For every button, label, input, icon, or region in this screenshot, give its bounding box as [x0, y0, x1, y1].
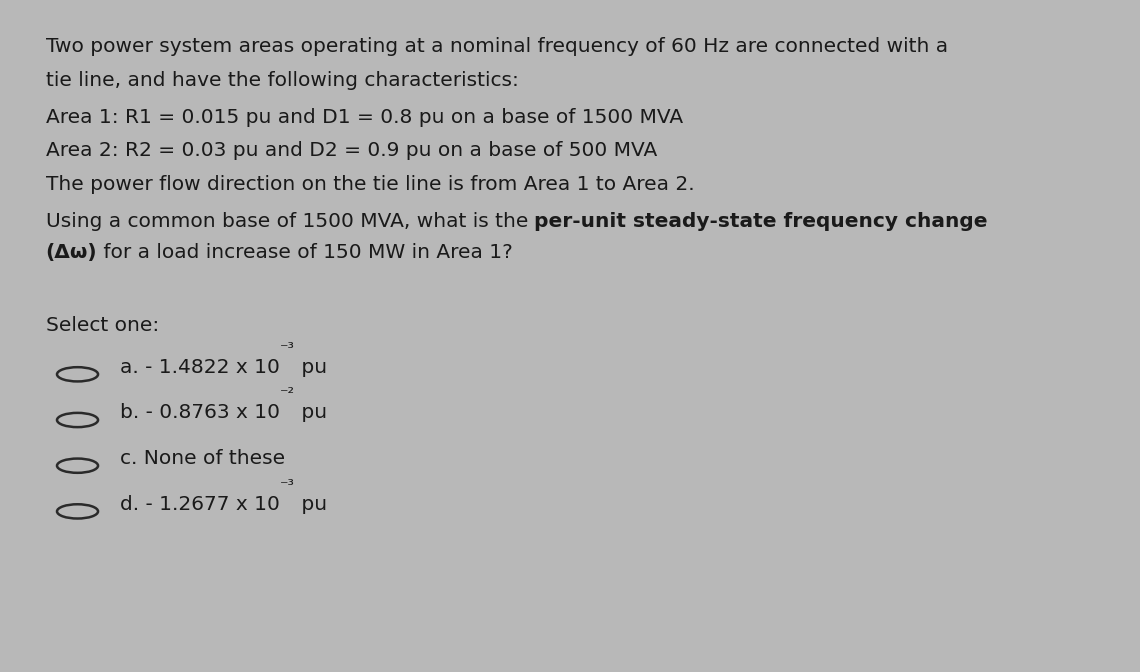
- Text: a. - 1.4822 x 10: a. - 1.4822 x 10: [120, 358, 279, 376]
- Text: d. - 1.2677 x 10: d. - 1.2677 x 10: [120, 495, 279, 513]
- Text: c. None of these: c. None of these: [120, 449, 285, 468]
- Text: Using a common base of 1500 MVA, what is the: Using a common base of 1500 MVA, what is…: [46, 212, 535, 230]
- Text: per-unit steady-state frequency change: per-unit steady-state frequency change: [535, 212, 988, 230]
- Text: b. - 0.8763 x 10: b. - 0.8763 x 10: [120, 403, 279, 422]
- Text: Two power system areas operating at a nominal frequency of 60 Hz are connected w: Two power system areas operating at a no…: [46, 37, 947, 56]
- Text: ⁻³: ⁻³: [279, 341, 294, 355]
- Text: Select one:: Select one:: [46, 316, 158, 335]
- Text: (Δω): (Δω): [46, 243, 97, 262]
- Text: Area 1: R1 = 0.015 pu and D1 = 0.8 pu on a base of 1500 MVA: Area 1: R1 = 0.015 pu and D1 = 0.8 pu on…: [46, 108, 683, 126]
- Text: The power flow direction on the tie line is from Area 1 to Area 2.: The power flow direction on the tie line…: [46, 175, 694, 194]
- Text: ⁻³: ⁻³: [279, 478, 294, 493]
- Text: Area 2: R2 = 0.03 pu and D2 = 0.9 pu on a base of 500 MVA: Area 2: R2 = 0.03 pu and D2 = 0.9 pu on …: [46, 141, 657, 160]
- Text: pu: pu: [294, 358, 327, 376]
- Text: pu: pu: [295, 403, 327, 422]
- Text: ⁻²: ⁻²: [279, 386, 295, 401]
- Text: for a load increase of 150 MW in Area 1?: for a load increase of 150 MW in Area 1?: [97, 243, 513, 262]
- Text: tie line, and have the following characteristics:: tie line, and have the following charact…: [46, 71, 519, 89]
- Text: pu: pu: [294, 495, 327, 513]
